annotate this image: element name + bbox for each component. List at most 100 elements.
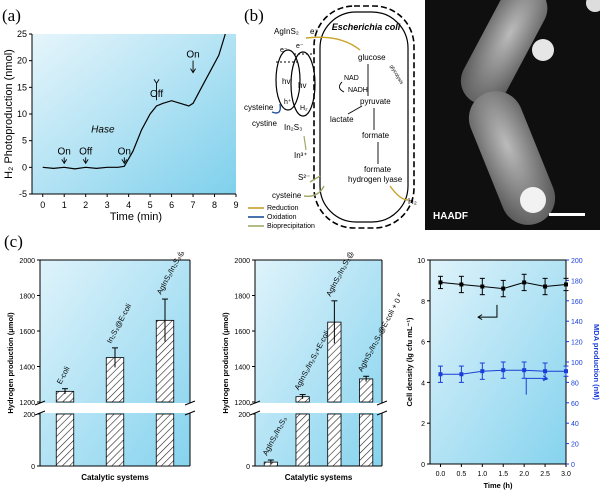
y2-axis-label: MDA production (nM) — [592, 324, 600, 400]
x-tick-label: 0.5 — [457, 471, 467, 478]
h2-arrow — [389, 185, 409, 201]
y-tick-label: 0 — [22, 162, 27, 172]
x-tick-label: 4 — [126, 200, 131, 210]
panel-label-a: (a) — [2, 6, 21, 25]
y-tick-label: 25 — [17, 29, 27, 39]
data-point — [438, 280, 443, 285]
cysteine-label: cysteine — [272, 191, 302, 200]
pyruvate-label: pyruvate — [360, 97, 391, 106]
glucose-label: glucose — [358, 53, 386, 62]
formate-label: formate — [364, 165, 392, 174]
y-tick-label: 10 — [17, 109, 27, 119]
y-tick-label: 2 — [421, 421, 425, 428]
in2s3-particle — [290, 51, 316, 117]
chart-c2: 020012001400160018002000AgInS₂/In₂S₃AgIn… — [221, 252, 400, 482]
cell-title: Escherichia coli — [332, 22, 401, 32]
data-point — [438, 372, 443, 377]
y-tick-label: 1200 — [234, 400, 250, 407]
y-tick-label: 0 — [246, 464, 250, 471]
annotation-label: On — [118, 146, 131, 157]
y-tick-label: 1600 — [234, 329, 250, 336]
y-tick-label: 1800 — [234, 294, 250, 301]
bar — [327, 413, 342, 467]
annotation-label: Off — [79, 146, 92, 157]
legend-bioprecipitation: Bioprecipitation — [267, 223, 315, 230]
pathway-arrow — [347, 105, 363, 115]
axis-break-mark — [376, 400, 388, 406]
panel-label-c: (c) — [4, 232, 23, 251]
particle-cluster — [586, 0, 600, 12]
x-tick-label: 0 — [40, 200, 45, 210]
series-pointer — [478, 304, 498, 318]
y-tick-label: 0 — [31, 464, 35, 471]
bar — [295, 413, 310, 467]
y2-tick-label: 120 — [571, 340, 583, 347]
scheme-b: Escherichia coli AgInS₂ e⁻ e⁻ e⁻ hv hv h… — [244, 5, 417, 230]
axis-break-mark — [184, 400, 196, 406]
annotation-arrowhead — [153, 79, 160, 85]
sulfide-label: S²⁻ — [298, 173, 310, 182]
x-axis-label: Time (h) — [483, 481, 513, 490]
axis-break-mark — [249, 400, 261, 406]
data-point — [522, 368, 527, 373]
y2-tick-label: 0 — [571, 462, 575, 469]
y-tick-label: 6 — [421, 340, 425, 347]
nad-label: NAD — [344, 75, 359, 82]
electron-label: e⁻ — [310, 27, 319, 36]
data-point — [564, 369, 568, 374]
x-tick-label: 7 — [191, 200, 196, 210]
y-axis-label: H₂ Photoproduction (nmol) — [3, 49, 15, 179]
y-tick-label: 1600 — [19, 329, 35, 336]
axis-break-mark — [376, 410, 388, 416]
data-point — [480, 284, 485, 289]
h2-label: H₂ — [408, 197, 417, 206]
series-pointer-head — [477, 314, 483, 321]
x-tick-label: 6 — [169, 200, 174, 210]
y-tick-label: 15 — [17, 82, 27, 92]
formate-label: formate — [362, 131, 390, 140]
y-tick-label: 200 — [23, 412, 35, 419]
agins2-particle — [275, 49, 301, 111]
electron-label: e⁻ — [296, 43, 304, 50]
axis-break-gap — [249, 403, 388, 413]
y-tick-label: 1800 — [19, 294, 35, 301]
axis-break-mark — [34, 400, 46, 406]
y2-tick-label: 60 — [571, 401, 579, 408]
redox-arrow — [339, 81, 345, 93]
y2-tick-label: 140 — [571, 319, 583, 326]
y-axis-label: Hydrogen production (μmol) — [221, 312, 230, 414]
annotation-label: On — [186, 50, 199, 61]
y-tick-label: 0 — [421, 462, 425, 469]
x-axis-label: Time (min) — [110, 211, 162, 223]
annotation-label: On — [58, 146, 71, 157]
electron-label: e⁻ — [280, 47, 288, 54]
x-tick-label: 1.0 — [477, 471, 487, 478]
outer-membrane — [313, 5, 415, 229]
y2-tick-label: 80 — [571, 380, 579, 387]
annotation-arrowhead — [121, 159, 128, 165]
lactate-label: lactate — [330, 115, 354, 124]
data-point — [501, 286, 506, 291]
x-tick-label: 2 — [83, 200, 88, 210]
data-point — [480, 369, 485, 374]
x-tick-label: 0.0 — [436, 471, 446, 478]
nadh-label: NADH — [348, 87, 368, 94]
legend-reduction: Reduction — [267, 205, 299, 212]
y2-tick-label: 40 — [571, 421, 579, 428]
y-axis-label: Hydrogen production (μmol) — [6, 312, 15, 414]
bioprecipitation-arrow — [303, 135, 307, 151]
y-tick-label: 10 — [417, 258, 425, 265]
hv-label: hv — [282, 77, 290, 86]
indium-ion-label: In³⁺ — [294, 151, 308, 160]
x-tick-label: 1.5 — [498, 471, 508, 478]
series-pointer-head — [542, 375, 549, 382]
series-line — [42, 33, 226, 170]
annotation-arrowhead — [61, 159, 68, 165]
haadf-image: HAADF — [425, 0, 600, 230]
data-point — [543, 369, 548, 374]
x-tick-label: 3.0 — [561, 471, 571, 478]
particle-cluster — [532, 39, 554, 61]
bioprecipitation-arrow — [303, 185, 325, 197]
bioprecipitation-arrow — [309, 175, 321, 183]
y2-tick-label: 200 — [571, 258, 583, 265]
